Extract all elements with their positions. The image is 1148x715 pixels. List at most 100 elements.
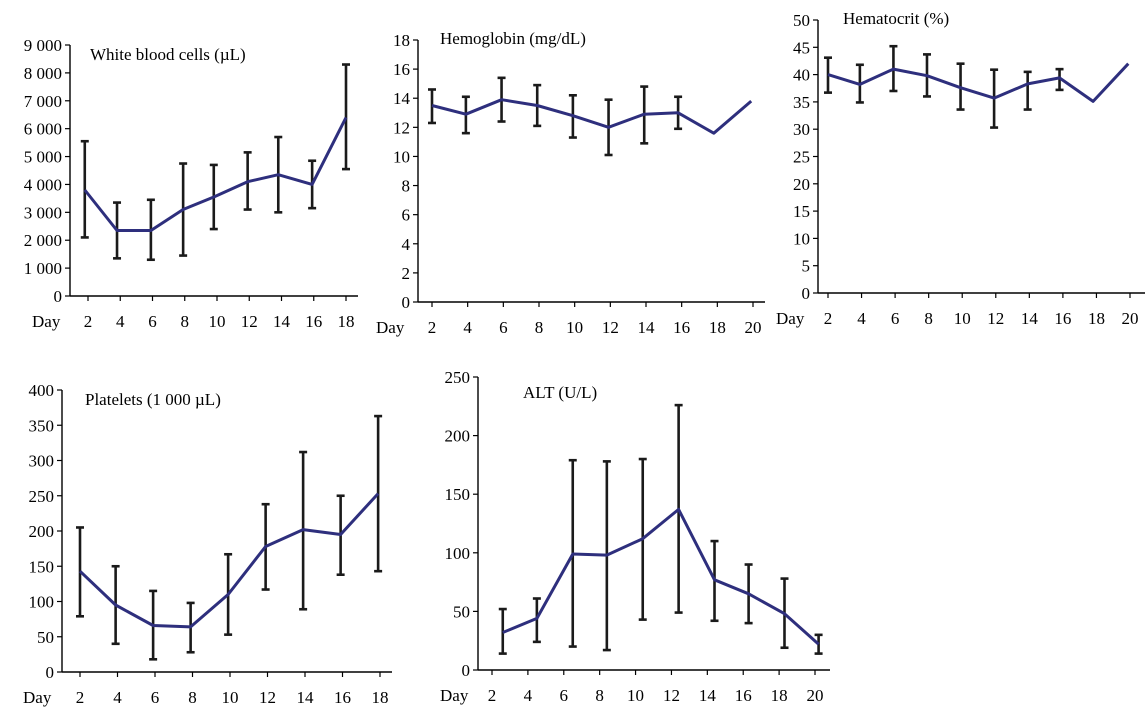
x-tick-label: 4 <box>463 318 472 337</box>
y-tick-label: 50 <box>37 628 54 647</box>
x-tick-label: 16 <box>735 686 752 705</box>
x-tick-label: 6 <box>499 318 508 337</box>
y-tick-label: 0 <box>402 293 411 312</box>
y-tick-label: 6 <box>402 206 411 225</box>
x-tick-label: 8 <box>924 309 933 328</box>
y-tick-label: 3 000 <box>24 203 62 222</box>
x-axis-prefix: Day <box>776 309 805 328</box>
x-tick-label: 12 <box>663 686 680 705</box>
x-tick-label: 2 <box>428 318 437 337</box>
x-tick-label: 18 <box>1088 309 1105 328</box>
y-tick-label: 6 000 <box>24 120 62 139</box>
x-tick-label: 2 <box>84 312 93 331</box>
series-line <box>83 116 348 232</box>
y-tick-label: 350 <box>29 416 55 435</box>
chart-plt: 0 50 100 150 200 250 300 350 400 2 4 6 8 10 12 14 16 18 Da… <box>23 381 392 707</box>
x-tick-label: 12 <box>241 312 258 331</box>
x-tick-label: 6 <box>891 309 900 328</box>
y-tick-label: 12 <box>393 118 410 137</box>
y-tick-label: 200 <box>445 427 471 446</box>
x-tick-label: 12 <box>602 318 619 337</box>
y-tick-label: 5 000 <box>24 148 62 167</box>
x-tick-label: 4 <box>524 686 533 705</box>
x-tick-label: 6 <box>560 686 569 705</box>
y-tick-label: 4 000 <box>24 175 62 194</box>
series-line <box>827 62 1130 103</box>
x-tick-label: 10 <box>627 686 644 705</box>
x-tick-label: 16 <box>334 688 351 707</box>
y-tick-label: 4 <box>402 235 411 254</box>
x-tick-label: 20 <box>807 686 824 705</box>
x-tick-label: 12 <box>987 309 1004 328</box>
x-tick-label: 14 <box>638 318 656 337</box>
y-tick-label: 0 <box>462 661 471 680</box>
x-tick-label: 18 <box>338 312 355 331</box>
x-tick-label: 16 <box>1054 309 1071 328</box>
y-tick-label: 10 <box>393 147 410 166</box>
x-tick-label: 14 <box>1021 309 1039 328</box>
y-tick-label: 15 <box>793 202 810 221</box>
y-tick-label: 18 <box>393 31 410 50</box>
y-tick-label: 2 000 <box>24 231 62 250</box>
x-tick-label: 2 <box>76 688 85 707</box>
y-tick-label: 20 <box>793 175 810 194</box>
x-tick-label: 18 <box>771 686 788 705</box>
y-tick-label: 10 <box>793 229 810 248</box>
y-tick-label: 30 <box>793 120 810 139</box>
chart-title: White blood cells (µL) <box>90 45 246 64</box>
chart-title: Hemoglobin (mg/dL) <box>440 29 586 48</box>
x-tick-label: 4 <box>116 312 125 331</box>
y-tick-label: 300 <box>29 452 55 471</box>
x-axis-prefix: Day <box>32 312 61 331</box>
x-tick-label: 12 <box>259 688 276 707</box>
chart-hct: 0 5 10 15 20 25 30 35 40 45 50 2 4 6 8 10 12 14 16 18 20 Day H… <box>776 9 1145 328</box>
y-tick-label: 250 <box>445 368 471 387</box>
y-tick-label: 50 <box>453 602 470 621</box>
y-tick-label: 16 <box>393 60 410 79</box>
x-tick-label: 10 <box>954 309 971 328</box>
x-tick-label: 2 <box>824 309 833 328</box>
y-tick-label: 150 <box>29 557 55 576</box>
y-tick-label: 250 <box>29 487 55 506</box>
x-tick-label: 16 <box>305 312 322 331</box>
y-tick-label: 45 <box>793 38 810 57</box>
x-tick-label: 8 <box>595 686 604 705</box>
x-tick-label: 8 <box>535 318 544 337</box>
y-tick-label: 35 <box>793 93 810 112</box>
x-tick-label: 2 <box>488 686 497 705</box>
y-tick-label: 0 <box>54 287 63 306</box>
x-tick-label: 18 <box>709 318 726 337</box>
x-tick-label: 8 <box>181 312 190 331</box>
chart-title: Platelets (1 000 µL) <box>85 390 221 409</box>
y-tick-label: 100 <box>445 544 471 563</box>
x-tick-label: 4 <box>857 309 866 328</box>
x-axis-prefix: Day <box>440 686 469 705</box>
x-tick-label: 20 <box>745 318 762 337</box>
x-tick-label: 4 <box>113 688 122 707</box>
x-axis-prefix: Day <box>376 318 405 337</box>
series-line <box>431 98 753 135</box>
series-line <box>78 492 380 629</box>
x-tick-label: 14 <box>273 312 291 331</box>
y-tick-label: 0 <box>802 284 811 303</box>
x-tick-label: 14 <box>297 688 315 707</box>
x-tick-label: 6 <box>151 688 160 707</box>
x-tick-label: 20 <box>1122 309 1139 328</box>
y-tick-label: 5 <box>802 257 811 276</box>
y-tick-label: 40 <box>793 66 810 85</box>
x-tick-label: 16 <box>673 318 690 337</box>
x-tick-label: 10 <box>222 688 239 707</box>
y-tick-label: 2 <box>402 264 411 283</box>
y-tick-label: 9 000 <box>24 36 62 55</box>
y-tick-label: 200 <box>29 522 55 541</box>
series-line <box>502 507 820 646</box>
y-tick-label: 150 <box>445 485 471 504</box>
chart-title: ALT (U/L) <box>523 383 597 402</box>
y-tick-label: 400 <box>29 381 55 400</box>
y-tick-label: 8 000 <box>24 64 62 83</box>
chart-wbc: 0 1 000 2 000 3 000 4 000 5 000 6 000 7 000 8 00… <box>24 36 358 331</box>
y-tick-label: 50 <box>793 11 810 30</box>
x-tick-label: 10 <box>209 312 226 331</box>
